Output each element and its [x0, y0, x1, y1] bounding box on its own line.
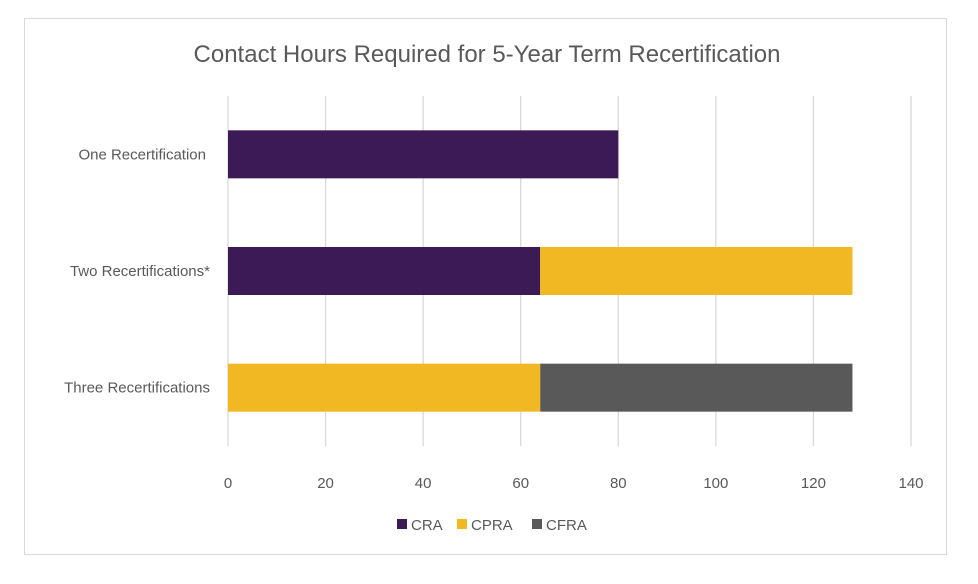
x-tick-label: 80 — [610, 475, 627, 492]
legend-label-cpra: CPRA — [471, 517, 513, 534]
bars — [228, 130, 853, 412]
legend-swatch-cra — [397, 519, 407, 529]
legend-swatch-cfra — [532, 519, 542, 529]
x-tick-labels: 0 20 40 60 80 100 120 140 — [224, 475, 924, 492]
category-label: Three Recertifications — [64, 380, 210, 397]
bar-cfra — [540, 363, 853, 412]
category-label: Two Recertifications* — [70, 263, 210, 280]
x-tick-label: 20 — [317, 475, 334, 492]
x-tick-label: 120 — [801, 475, 826, 492]
x-tick-label: 0 — [224, 475, 232, 492]
x-tick-label: 100 — [703, 475, 728, 492]
bar-cpra — [228, 363, 541, 412]
bar-cra — [228, 130, 619, 179]
legend-label-cfra: CFRA — [546, 517, 587, 534]
chart-title: Contact Hours Required for 5-Year Term R… — [194, 41, 781, 68]
legend: CRA CPRA CFRA — [397, 517, 587, 534]
x-tick-label: 40 — [415, 475, 432, 492]
category-label: One Recertification — [78, 146, 206, 163]
x-tick-label: 60 — [512, 475, 529, 492]
legend-swatch-cpra — [457, 519, 467, 529]
category-labels: One Recertification Two Recertifications*… — [64, 146, 210, 396]
bar-cra — [228, 247, 541, 295]
x-tick-label: 140 — [898, 475, 923, 492]
legend-label-cra: CRA — [411, 517, 443, 534]
bar-cpra — [540, 247, 853, 295]
